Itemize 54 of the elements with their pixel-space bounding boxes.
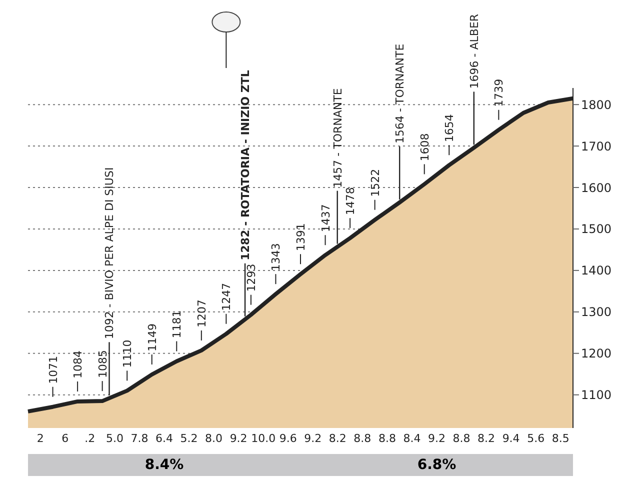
- data-label: 1343: [270, 243, 283, 272]
- data-label: 1739: [492, 78, 506, 107]
- y-tick-label: 1600: [581, 180, 612, 195]
- annotation: 1092 - BIVIO PER ALPE DI SIUSI: [103, 167, 116, 340]
- text: 7.8: [130, 432, 150, 445]
- text: 9.2: [230, 432, 248, 445]
- annotation: 1696 - ALBER: [468, 14, 481, 89]
- text: 8.8: [352, 432, 372, 445]
- y-tick-label: 1400: [581, 264, 612, 278]
- text: 6.4: [154, 432, 174, 445]
- text: 8.2: [476, 432, 496, 445]
- text: 8.2: [328, 432, 348, 445]
- text: 8.4%: [144, 457, 184, 473]
- data-label: 1084: [72, 350, 85, 378]
- y-tick-label: 1500: [581, 222, 612, 236]
- text: 6.8%: [417, 457, 456, 473]
- data-label: 1437: [319, 204, 332, 232]
- text: 8.0: [204, 432, 224, 445]
- text: 9.2: [303, 432, 323, 445]
- data-label: 1391: [294, 223, 308, 252]
- data-label: 1181: [170, 310, 184, 338]
- text: 9.6: [279, 432, 297, 445]
- data-label: 1071: [46, 356, 60, 384]
- data-label: 1207: [195, 299, 208, 328]
- text: 8.8: [377, 432, 397, 445]
- y-tick-label: 1100: [581, 388, 612, 402]
- text: 5.0: [104, 432, 124, 445]
- annotation: 1564 - TORNANTE: [394, 44, 407, 144]
- data-label: 1085: [96, 350, 110, 378]
- data-label: 1654: [443, 114, 456, 142]
- text: 8.4: [402, 432, 422, 445]
- data-label: 1478: [344, 187, 358, 216]
- y-tick-label: 1300: [581, 305, 612, 320]
- annotation: 1457 - TORNANTE: [331, 88, 344, 188]
- data-label: 1293: [244, 264, 258, 292]
- data-label: 1149: [146, 324, 159, 352]
- annotation: 1282 - ROTATORIA - INIZIO ZTL: [239, 70, 252, 260]
- text: 9.2: [427, 432, 446, 445]
- y-tick-label: 1700: [581, 139, 612, 154]
- y-tick-label: 1200: [581, 346, 612, 361]
- y-tick-label: 1800: [581, 98, 612, 112]
- text: 2: [36, 432, 45, 445]
- text: 5.6: [526, 432, 546, 445]
- data-label: 1608: [418, 133, 432, 162]
- text: 10.0: [250, 432, 277, 445]
- text: .2: [84, 432, 96, 445]
- text: 9.4: [501, 432, 521, 445]
- data-label: 1110: [121, 340, 134, 368]
- text: 8.8: [452, 432, 472, 445]
- text: 8.5: [550, 432, 570, 445]
- data-label: 1247: [220, 282, 234, 311]
- data-label: 1522: [368, 168, 382, 197]
- text: 5.2: [179, 432, 199, 445]
- text: 6: [60, 432, 70, 445]
